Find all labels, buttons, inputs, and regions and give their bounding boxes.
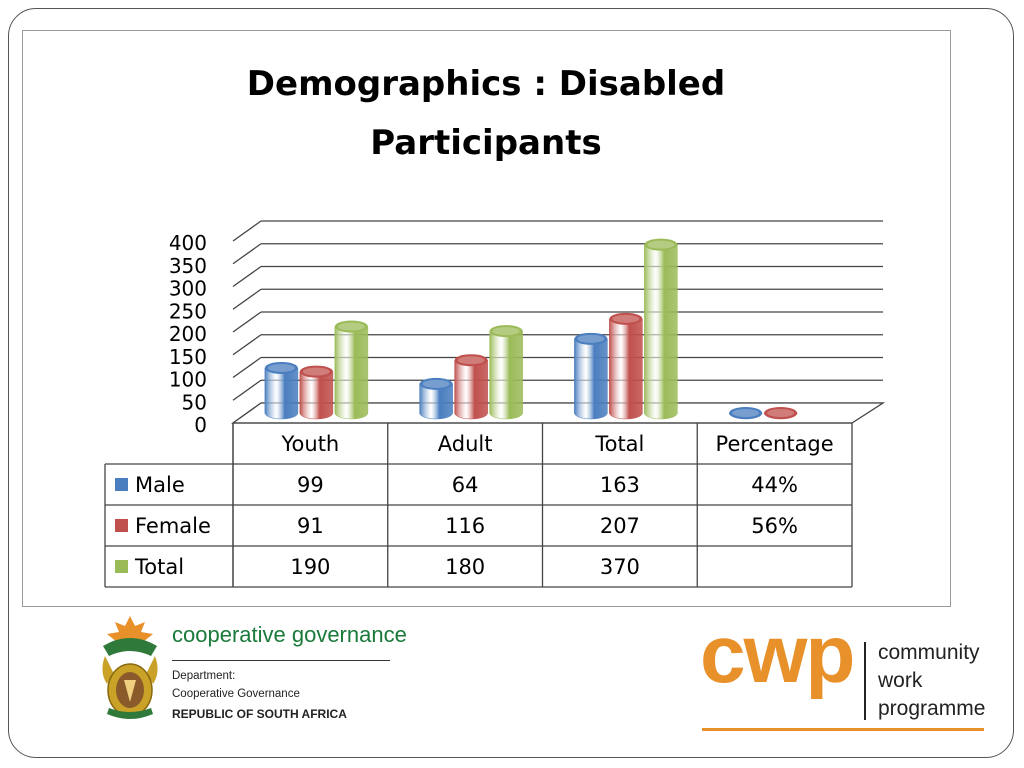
chart-container: Demographics : Disabled Participants 0 50… [22,30,951,607]
table-cell: 207 [600,514,640,538]
legend-swatch-female [115,519,128,532]
legend-swatch-total [115,560,128,573]
table-cell: 44% [751,473,798,497]
gridline-side [232,243,262,265]
gov-divider [172,660,390,661]
cwp-line-programme: programme [878,697,986,720]
gridline-side [232,220,262,242]
chart-svg: Demographics : Disabled Participants 050… [104,64,886,588]
y-tick-label: 400 [169,231,207,255]
bar-male-percentage [728,407,763,420]
y-tick-label: 300 [169,277,207,301]
table-header-percentage: Percentage [716,432,834,456]
cwp-wordmark: cwp [700,609,855,700]
y-tick-label: 350 [169,254,207,278]
chart-title-line-2: Participants [370,123,601,163]
legend-label-female: Female [135,514,211,538]
gridline-side [232,334,262,356]
gov-name: cooperative governance [172,622,407,647]
y-tick-label: 200 [169,322,207,346]
bar-male-total [574,332,608,420]
table-header-total: Total [594,432,644,456]
bar-total-total [644,238,678,420]
table-header-youth: Youth [281,432,340,456]
table-cell: 64 [452,473,479,497]
cwp-divider [864,642,866,720]
legend-label-male: Male [135,473,185,497]
coat-of-arms-icon [102,616,158,719]
y-tick-label: 150 [169,345,207,369]
cooperative-governance-logo: cooperative governance Department: Coope… [97,612,407,732]
table-cell: 91 [297,514,324,538]
bar-total-youth [334,320,369,420]
bar-female-youth [299,365,334,420]
bar-female-percentage [763,407,798,420]
gridline-side [232,265,262,288]
table-cell: 190 [290,555,330,579]
bar-female-total [609,312,643,420]
bar-male-adult [419,377,453,420]
gridline-side [232,356,262,379]
gov-subtitle: Cooperative Governance [172,688,300,700]
table-cell: 180 [445,555,485,579]
y-tick-label: 0 [194,413,207,437]
gov-country: REPUBLIC OF SOUTH AFRICA [172,707,347,721]
y-tick-label: 50 [182,390,207,414]
cwp-line-community: community [878,641,980,664]
table-cell: 99 [297,473,324,497]
gridline-side [232,288,262,310]
y-tick-label: 100 [169,368,207,392]
cwp-logo: cwp community work programme [700,614,990,732]
gridline-side [232,379,262,401]
bar-male-youth [264,361,299,420]
cwp-underline [702,728,984,731]
chart-title-line-1: Demographics : Disabled [247,64,725,104]
cwp-line-work: work [878,669,923,692]
gov-department: Department: [172,670,236,682]
table-cell: 116 [445,514,485,538]
table-cell: 370 [600,555,640,579]
table-cell: 163 [600,473,640,497]
bar-female-adult [454,354,488,420]
y-tick-label: 250 [169,299,207,323]
table-cell: 56% [751,514,798,538]
table-header-adult: Adult [438,432,493,456]
legend-swatch-male [115,478,128,491]
legend-label-total: Total [134,555,184,579]
bar-total-adult [489,325,523,420]
gridline-side [232,311,262,333]
